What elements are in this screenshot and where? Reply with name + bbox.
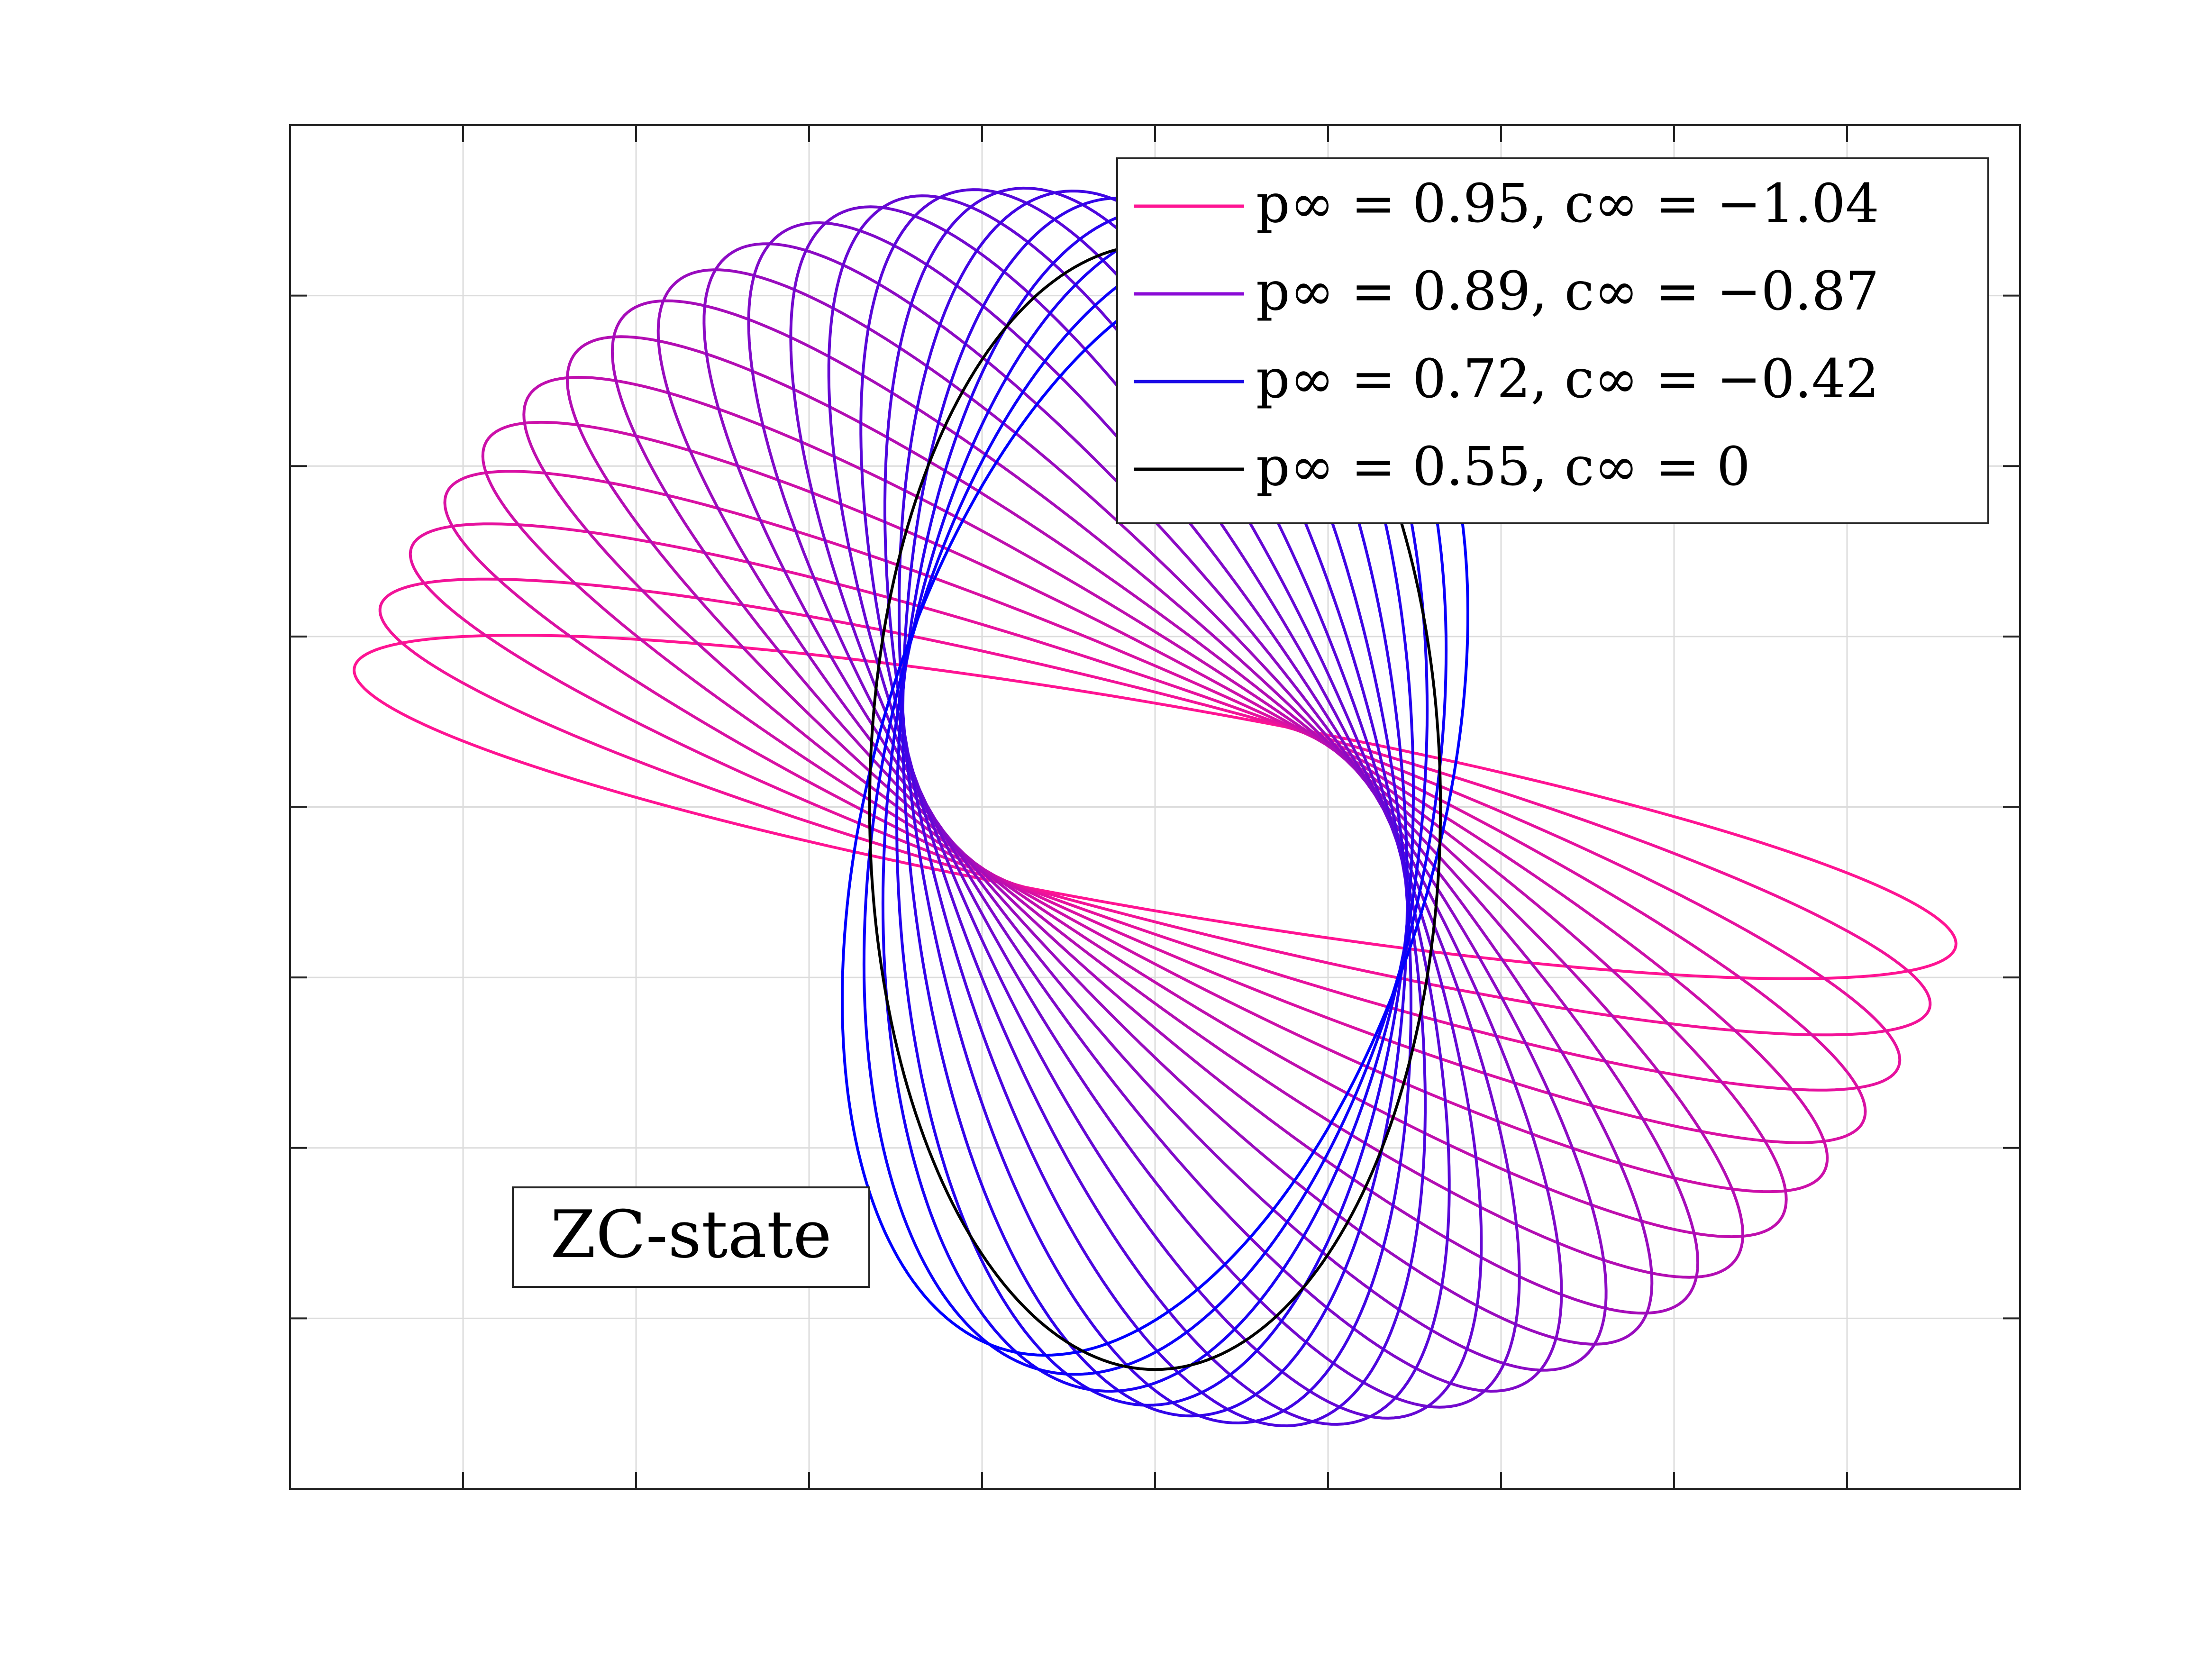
annotation: ZC-state [512, 1186, 870, 1288]
ellipse-curve-11 [747, 221, 1563, 1393]
ellipse-curve-17 [901, 196, 1409, 1418]
annotation-text: ZC-state [550, 1196, 832, 1273]
ellipse-curve-9 [656, 268, 1654, 1346]
ellipse-curve-13 [827, 194, 1483, 1420]
legend-label-2: p∞ = 0.89, c∞ = −0.87 [1256, 261, 1879, 322]
ellipse-curve-4 [443, 470, 1867, 1144]
legend: p∞ = 0.95, c∞ = −1.04 p∞ = 0.89, c∞ = −0… [1116, 157, 1989, 524]
ellipse-curve-7 [565, 335, 1745, 1279]
ellipse-curve-8 [610, 299, 1700, 1315]
legend-label-1: p∞ = 0.95, c∞ = −1.04 [1256, 173, 1879, 235]
ellipse-curve-12 [789, 205, 1521, 1409]
ellipse-curve-1 [353, 634, 1957, 980]
ellipse-curve-6 [522, 375, 1788, 1239]
plot-area-border [289, 124, 2021, 1490]
ellipse-curve-14 [859, 188, 1451, 1426]
legend-label-3: p∞ = 0.72, c∞ = −0.42 [1256, 348, 1879, 410]
ellipse-curve-10 [702, 242, 1608, 1372]
ellipse-curve-15 [883, 186, 1427, 1428]
annotation-box [512, 1186, 870, 1288]
ellipse-curve-2 [378, 577, 1932, 1037]
legend-box [1116, 157, 1989, 524]
legend-label-4: p∞ = 0.55, c∞ = 0 [1256, 436, 1750, 498]
ellipse-curve-16 [897, 189, 1413, 1425]
axis-ticks [290, 125, 2020, 1489]
ellipse-curve-3 [409, 522, 1902, 1092]
ellipse-curve-5 [481, 420, 1829, 1194]
